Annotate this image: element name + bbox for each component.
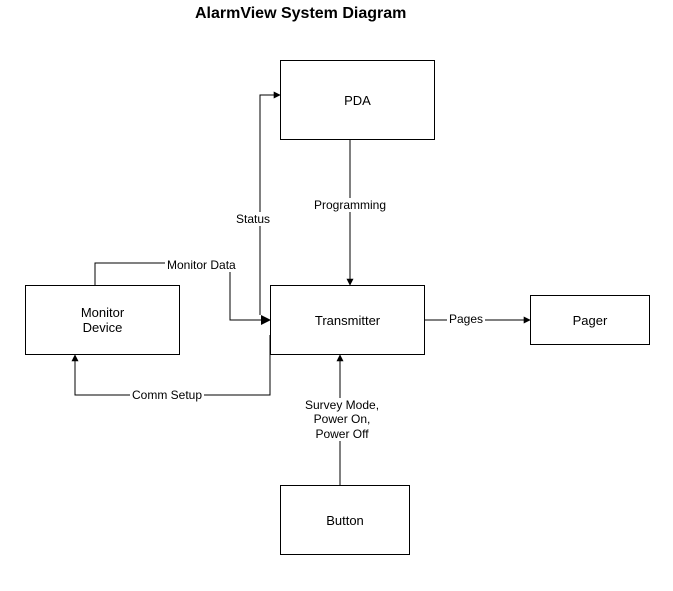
diagram-title: AlarmView System Diagram [195, 5, 406, 23]
edge-monitor-data-label: Monitor Data [165, 258, 238, 272]
node-pager: Pager [530, 295, 650, 345]
node-pda-label: PDA [344, 93, 371, 108]
node-transmitter-label: Transmitter [315, 313, 380, 328]
edge-status-label: Status [234, 212, 272, 226]
diagram-canvas: AlarmView System Diagram PDA Transmitter… [0, 0, 673, 591]
node-button: Button [280, 485, 410, 555]
edge-survey-label: Survey Mode, Power On, Power Off [303, 398, 381, 441]
node-monitor-device: Monitor Device [25, 285, 180, 355]
edge-status [260, 95, 280, 315]
node-monitor-device-label: Monitor Device [81, 305, 124, 335]
node-button-label: Button [326, 513, 364, 528]
edge-comm-setup-label: Comm Setup [130, 388, 204, 402]
edge-programming-label: Programming [312, 198, 388, 212]
edge-pages-label: Pages [447, 312, 485, 326]
node-transmitter: Transmitter [270, 285, 425, 355]
node-pager-label: Pager [573, 313, 608, 328]
node-pda: PDA [280, 60, 435, 140]
